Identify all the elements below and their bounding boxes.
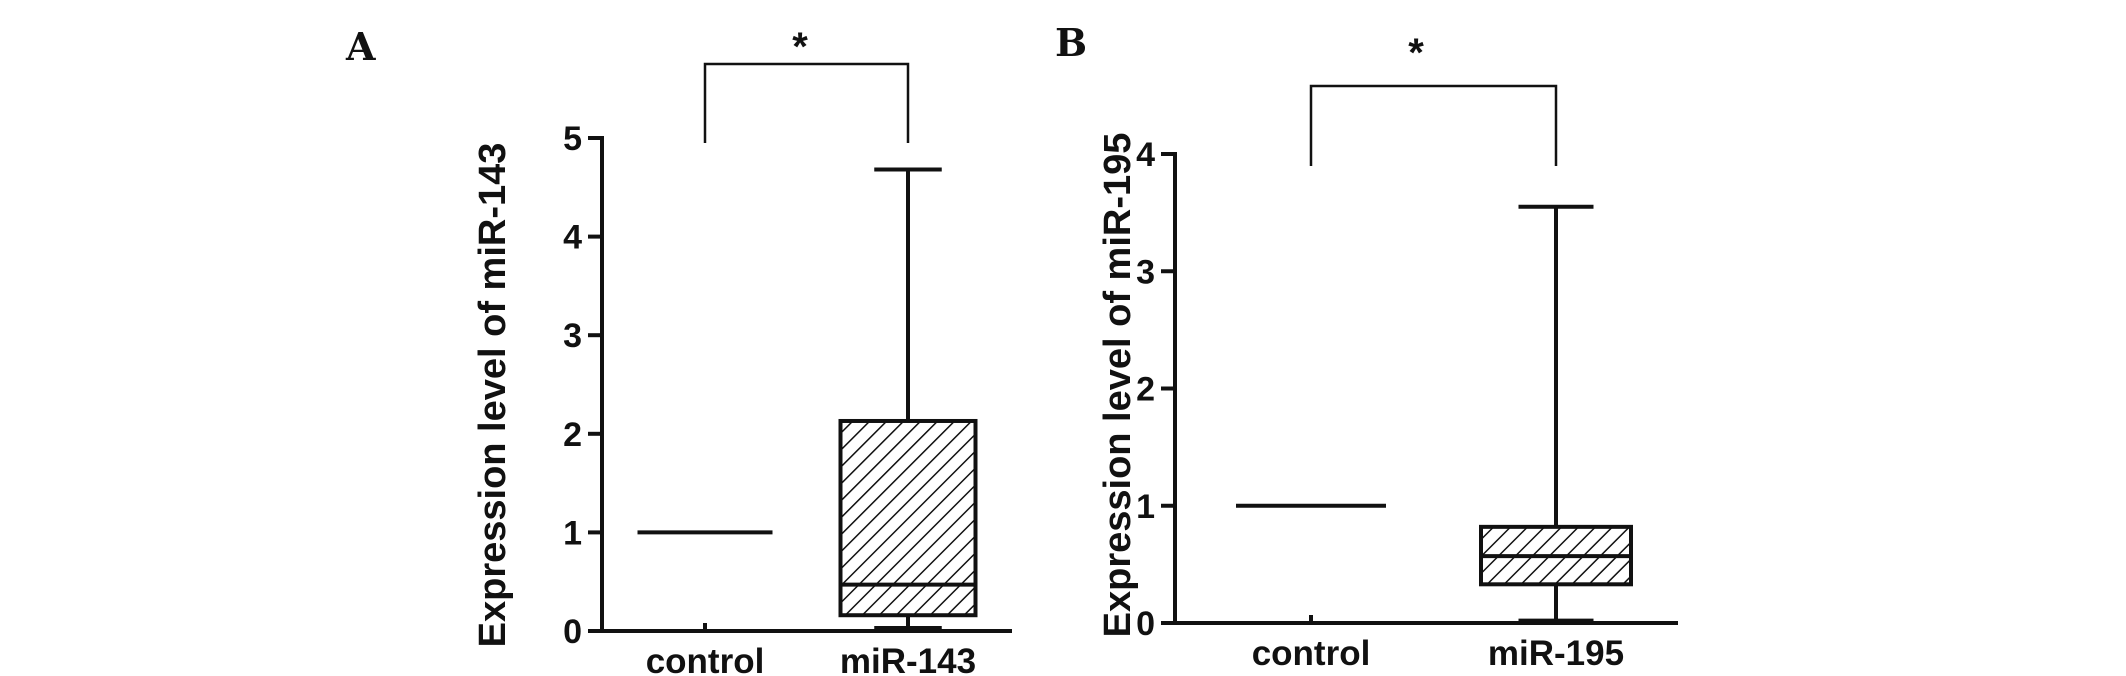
panel-a-y-tick-label: 5	[563, 120, 582, 158]
panel-b-y-tick-label: 1	[1136, 488, 1155, 526]
panel-b-significance-bracket	[1309, 84, 1558, 166]
panel-a-letter: A	[345, 24, 376, 69]
panel-b-plot: 0 1 2 3 4 control miR-195 *	[1136, 31, 1678, 673]
panel-a-y-axis-title: Expression level of miR-143	[472, 143, 514, 648]
panel-a-y-tick-label: 0	[563, 613, 582, 651]
panel-b-category-label: control	[1252, 634, 1371, 673]
panel-a-category-label: miR-143	[840, 642, 976, 676]
panel-a: A Expression level of miR-143 0 1 2 3 4 5 cont…	[345, 24, 1012, 676]
panel-b-y-axis-title: Expression level of miR-195	[1097, 133, 1139, 638]
panel-a-y-tick-label: 1	[563, 514, 582, 552]
panel-b-y-tick-label: 3	[1136, 253, 1155, 291]
panel-a-category-label: control	[646, 642, 765, 676]
panel-a-significance-bracket	[703, 62, 910, 143]
panel-a-y-tick-label: 4	[563, 219, 582, 257]
panel-b: B Expression level of miR-195 0 1 2 3 4 contr…	[1055, 20, 1678, 673]
panel-b-y-tick-label: 4	[1136, 136, 1155, 174]
panel-a-y-tick-label: 2	[563, 416, 582, 454]
panel-a-significance-label: *	[792, 25, 808, 69]
panel-b-y-tick-label: 2	[1136, 371, 1155, 409]
panel-b-significance-label: *	[1408, 31, 1424, 75]
panel-b-category-label: miR-195	[1488, 634, 1624, 673]
panel-b-y-tick-label: 0	[1136, 605, 1155, 643]
panel-a-plot: 0 1 2 3 4 5 control miR-143 *	[563, 25, 1012, 676]
panel-b-letter: B	[1055, 20, 1087, 65]
panel-a-y-tick-label: 3	[563, 317, 582, 355]
